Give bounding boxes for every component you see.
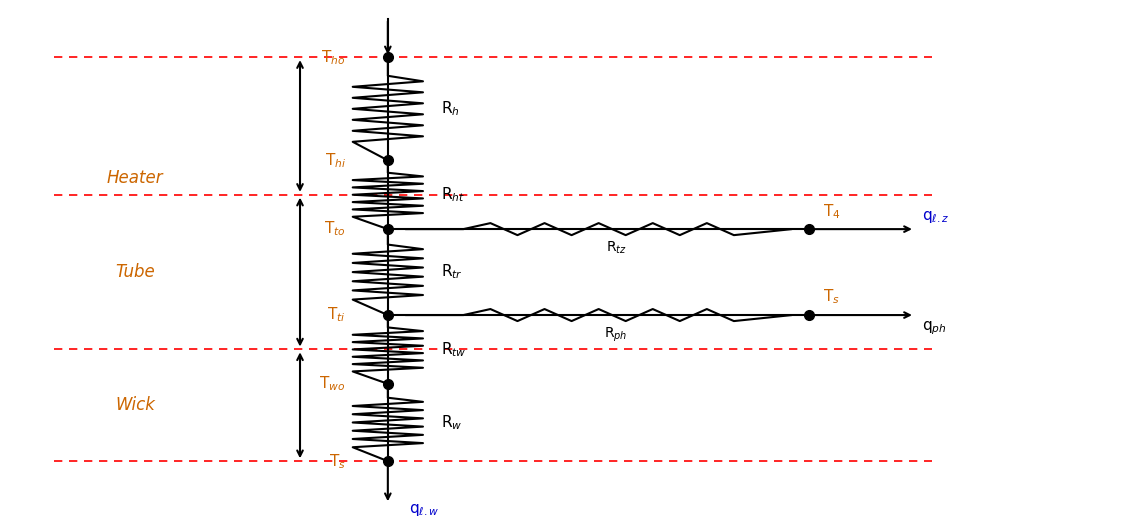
Text: q$_{\ell.w}$: q$_{\ell.w}$ <box>409 502 440 519</box>
Text: T$_s$: T$_s$ <box>824 288 841 307</box>
Text: R$_{tr}$: R$_{tr}$ <box>441 263 462 281</box>
Text: T$_{ho}$: T$_{ho}$ <box>321 48 346 66</box>
Text: R$_{tz}$: R$_{tz}$ <box>605 239 627 256</box>
Text: T$_{hi}$: T$_{hi}$ <box>325 151 346 170</box>
Text: T$_s$: T$_s$ <box>329 452 346 471</box>
Text: Heater: Heater <box>107 169 163 187</box>
Text: R$_{h}$: R$_{h}$ <box>441 100 460 118</box>
Text: R$_{ht}$: R$_{ht}$ <box>441 186 464 204</box>
Text: R$_{w}$: R$_{w}$ <box>441 413 462 432</box>
Text: T$_{wo}$: T$_{wo}$ <box>319 375 346 393</box>
Text: Tube: Tube <box>115 263 154 281</box>
Text: Wick: Wick <box>115 396 154 414</box>
Text: T$_{ti}$: T$_{ti}$ <box>327 306 346 325</box>
Text: q$_{ph}$: q$_{ph}$ <box>922 319 947 337</box>
Text: T$_{to}$: T$_{to}$ <box>323 220 346 239</box>
Text: R$_{tw}$: R$_{tw}$ <box>441 340 467 359</box>
Text: R$_{ph}$: R$_{ph}$ <box>604 325 628 344</box>
Text: q$_{\ell.z}$: q$_{\ell.z}$ <box>922 209 949 225</box>
Text: T$_4$: T$_4$ <box>824 202 841 220</box>
